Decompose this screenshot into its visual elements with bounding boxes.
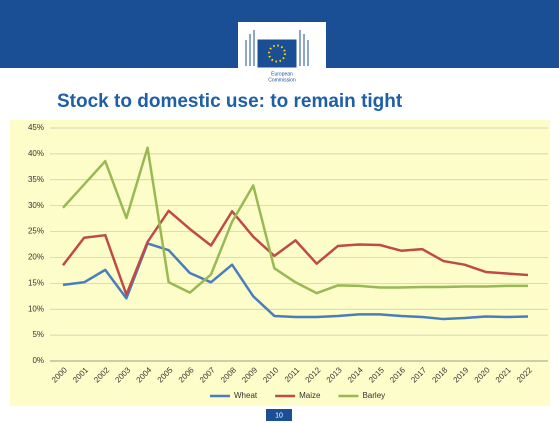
y-tick-label: 25%: [28, 227, 44, 236]
y-tick-label: 35%: [28, 175, 44, 184]
y-tick-label: 5%: [32, 330, 44, 339]
y-tick-label: 30%: [28, 201, 44, 210]
logo-text: European: [271, 71, 293, 77]
logo-text: Commission: [268, 77, 296, 83]
plot-background: [10, 120, 550, 406]
logo: [245, 30, 309, 68]
y-tick-label: 20%: [28, 253, 44, 262]
legend-label: Wheat: [234, 391, 258, 400]
legend-label: Maize: [299, 391, 321, 400]
y-tick-label: 40%: [28, 149, 44, 158]
page-number: 10: [275, 412, 283, 419]
page-number-box: [266, 409, 292, 421]
y-tick-label: 10%: [28, 304, 44, 313]
y-tick-label: 45%: [28, 123, 44, 132]
y-tick-label: 15%: [28, 278, 44, 287]
series-line: [62, 209, 529, 296]
y-tick-label: 0%: [32, 356, 44, 365]
legend-label: Barley: [362, 391, 385, 400]
chart-title: Stock to domestic use: to remain tight: [57, 91, 403, 112]
series-line: [62, 146, 528, 295]
